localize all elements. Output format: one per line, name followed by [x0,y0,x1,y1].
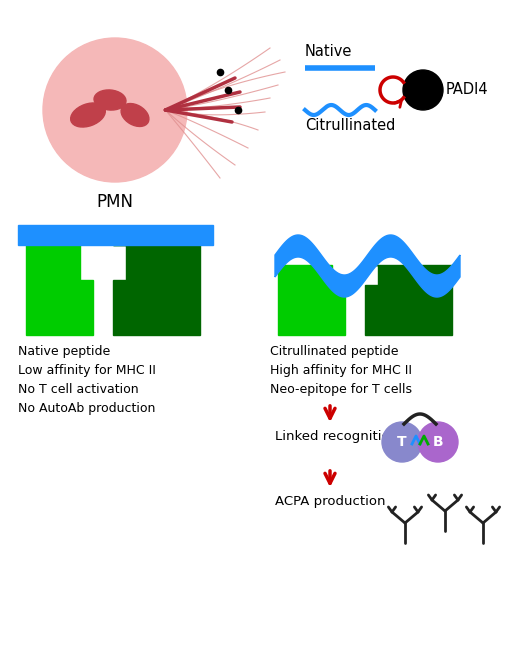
Circle shape [403,70,443,110]
Polygon shape [278,265,345,335]
Ellipse shape [94,90,126,110]
Text: PMN: PMN [96,193,133,211]
Text: Linked recognition: Linked recognition [275,430,398,443]
Circle shape [382,422,422,462]
Text: ACPA production: ACPA production [275,495,386,508]
Text: B: B [433,435,443,449]
Circle shape [418,422,458,462]
Text: T: T [397,435,407,449]
Circle shape [43,38,187,182]
Text: Citrullinated: Citrullinated [305,119,395,133]
Text: Native peptide
Low affinity for MHC II
No T cell activation
No AutoAb production: Native peptide Low affinity for MHC II N… [18,345,156,415]
Polygon shape [365,265,452,335]
Text: PADI4: PADI4 [446,82,489,97]
Bar [18,225,213,245]
Text: Native: Native [305,45,352,60]
Polygon shape [275,235,460,297]
Ellipse shape [71,103,105,127]
Polygon shape [113,245,200,335]
Polygon shape [26,245,93,335]
Text: Citrullinated peptide
High affinity for MHC II
Neo-epitope for T cells: Citrullinated peptide High affinity for … [270,345,412,396]
Ellipse shape [121,104,149,126]
